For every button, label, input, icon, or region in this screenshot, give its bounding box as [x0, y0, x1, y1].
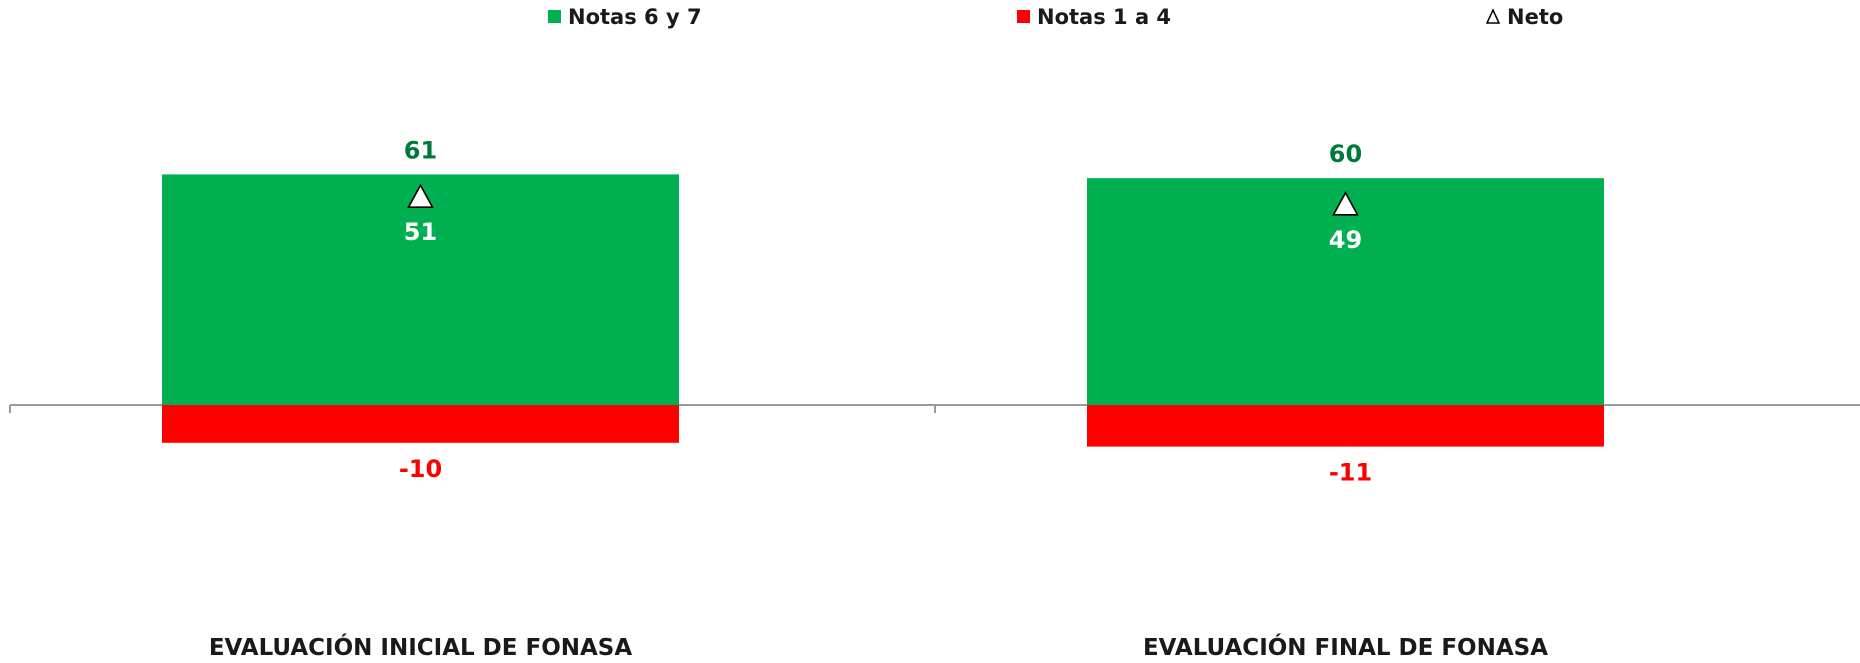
- legend-item-notas-1-a-4: Notas 1 a 4: [1017, 5, 1171, 29]
- legend-label: Neto: [1507, 5, 1563, 29]
- bars: [162, 174, 1604, 447]
- legend-item-notas-6-y-7: Notas 6 y 7: [548, 5, 702, 29]
- data-labels: 61 51 -10 60 49 -11: [399, 136, 1372, 486]
- data-label-notas-1-a-4: -11: [1329, 459, 1372, 487]
- legend-triangle-icon: [1485, 8, 1501, 24]
- legend-swatch: [548, 10, 561, 23]
- data-label-notas-1-a-4: -10: [399, 455, 442, 483]
- legend-label: Notas 1 a 4: [1037, 5, 1171, 29]
- data-label-neto: 51: [404, 218, 437, 246]
- bar-notas-1-a-4: [1087, 405, 1604, 447]
- data-label-notas-6-y-7: 61: [404, 136, 437, 164]
- bar-notas-1-a-4: [162, 405, 679, 443]
- net-marker-triangle: [1332, 191, 1359, 216]
- bar-notas-6-y-7: [162, 174, 679, 405]
- data-label-neto: 49: [1329, 226, 1362, 254]
- net-markers: [407, 183, 1359, 216]
- category-label: EVALUACIÓN INICIAL DE FONASA: [209, 633, 633, 659]
- legend: Notas 6 y 7 Notas 1 a 4 Neto: [548, 5, 1563, 29]
- data-label-notas-6-y-7: 60: [1329, 140, 1362, 168]
- bar-notas-6-y-7: [1087, 178, 1604, 405]
- legend-swatch: [1017, 10, 1030, 23]
- category-label: EVALUACIÓN FINAL DE FONASA: [1143, 633, 1548, 659]
- category-labels: EVALUACIÓN INICIAL DE FONASA EVALUACIÓN F…: [209, 633, 1548, 661]
- legend-item-neto: Neto: [1485, 5, 1563, 29]
- net-marker-triangle: [407, 183, 434, 209]
- legend-label: Notas 6 y 7: [568, 5, 702, 29]
